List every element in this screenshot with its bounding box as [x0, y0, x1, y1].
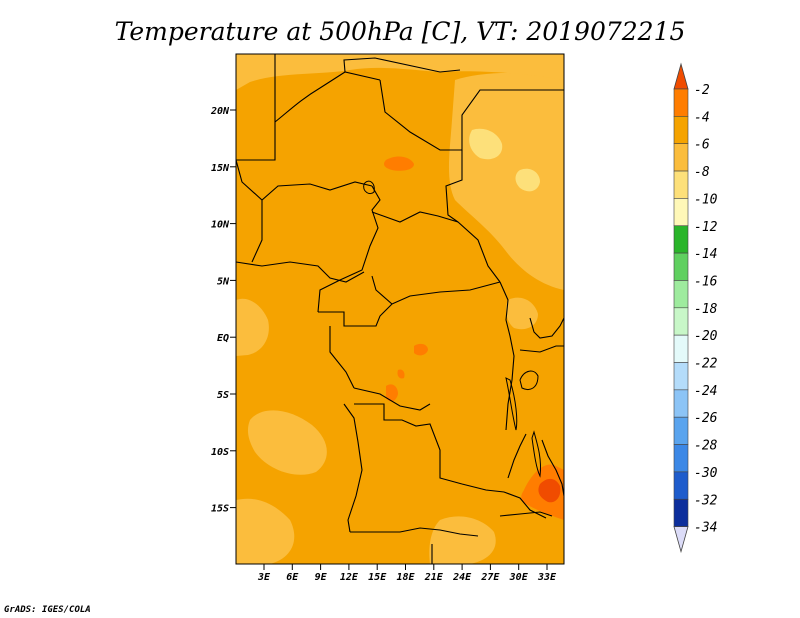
colorbar-bottom-arrow: [673, 526, 689, 554]
lon-tick-label: 33E: [537, 572, 557, 583]
lon-tick-label: 18E: [396, 572, 415, 583]
lat-tick-label: 15N: [211, 163, 230, 174]
colorbar-label: -14: [694, 247, 717, 262]
colorbar-label: -22: [694, 357, 718, 372]
cooler-region-north: [236, 54, 564, 90]
cooler-region-southwest: [247, 410, 327, 475]
cooler-region-west-coast: [236, 298, 269, 356]
lat-tick-label: 10N: [211, 220, 230, 231]
colorbar-segment: [673, 389, 689, 418]
lat-tick-label: EQ: [217, 333, 229, 344]
colorbar-segment: [673, 444, 689, 473]
lon-tick-label: 9E: [315, 572, 328, 583]
colorbar-segment: [673, 170, 689, 199]
colorbar-label: -30: [694, 466, 718, 481]
colorbar-label: -10: [694, 192, 718, 207]
colorbar-label: -20: [694, 329, 718, 344]
colorbar-label: -6: [694, 138, 710, 153]
colorbar-label: -8: [694, 165, 710, 180]
lon-tick-label: 6E: [286, 572, 299, 583]
warm-patch-central-1: [414, 343, 428, 356]
warm-patch-central-3: [397, 369, 405, 379]
warm-patch-central-2: [386, 384, 398, 402]
colorbar-label: -32: [694, 493, 718, 508]
colorbar-segment: [673, 225, 689, 254]
colorbar-segment: [673, 416, 689, 445]
lon-tick-label: 3E: [257, 572, 271, 583]
latitude-axis: 20N 15N 10N 5N EQ 5S 10S 15S: [210, 106, 236, 515]
colorbar-label: -28: [694, 439, 718, 454]
colorbar-segment: [673, 198, 689, 227]
cooler-region-northeast: [448, 72, 564, 291]
colorbar-label: -16: [694, 274, 718, 289]
lat-tick-label: 5N: [217, 276, 230, 287]
lon-tick-label: 30E: [509, 572, 529, 583]
colorbar-label: -18: [694, 302, 718, 317]
lat-tick-label: 20N: [210, 106, 230, 117]
colorbar-segment: [673, 116, 689, 144]
colorbar-segment: [673, 334, 689, 363]
colorbar: -2 -4 -6 -8 -10 -12 -14 -16 -18 -20 -22 -24 -26 -28 -3…: [673, 62, 718, 554]
colorbar-label: -24: [694, 384, 717, 399]
cooler-region-east-small: [506, 297, 538, 330]
colorbar-segment: [673, 88, 689, 117]
colorbar-segment: [673, 252, 689, 281]
lon-tick-label: 15E: [368, 572, 387, 583]
colorbar-top-arrow: [673, 62, 689, 90]
lon-tick-label: 12E: [340, 572, 359, 583]
lat-tick-label: 5S: [217, 390, 229, 401]
colorbar-label: -2: [694, 83, 710, 98]
cooler-region-south: [429, 516, 496, 564]
map-title: Temperature at 500hPa [C], VT: 201907221…: [115, 17, 686, 46]
temperature-contours: [236, 54, 564, 564]
lat-tick-label: 10S: [211, 447, 229, 458]
map-panel: [235, 53, 565, 565]
lon-tick-label: 27E: [480, 572, 500, 583]
lakes: [363, 180, 541, 478]
warm-patch-north: [384, 156, 414, 171]
colorbar-label: -34: [694, 521, 717, 536]
colorbar-segment: [673, 471, 689, 500]
colorbar-segment: [673, 307, 689, 336]
colorbar-label: -12: [694, 220, 718, 235]
lon-tick-label: 21E: [424, 572, 444, 583]
lon-tick-label: 24E: [452, 572, 472, 583]
hot-patch-southeast: [538, 478, 561, 503]
colorbar-label: -26: [694, 411, 718, 426]
grads-credit: GrADS: IGES/COLA: [4, 605, 91, 615]
colorbar-segment: [673, 143, 689, 172]
colorbar-segment: [673, 498, 689, 527]
colorbar-segment: [673, 280, 689, 309]
longitude-axis: 3E 6E 9E 12E 15E 18E 21E 24E 27E 30E 33E: [257, 564, 557, 583]
cooler-region-southwest-coast: [236, 498, 295, 564]
lat-tick-label: 15S: [211, 504, 229, 515]
colorbar-label: -4: [694, 110, 710, 125]
cold-patch-east: [515, 168, 540, 192]
map-frame: [235, 53, 565, 565]
cold-patch-northeast: [469, 128, 503, 160]
colorbar-segment: [673, 362, 689, 391]
country-borders: [236, 54, 564, 564]
